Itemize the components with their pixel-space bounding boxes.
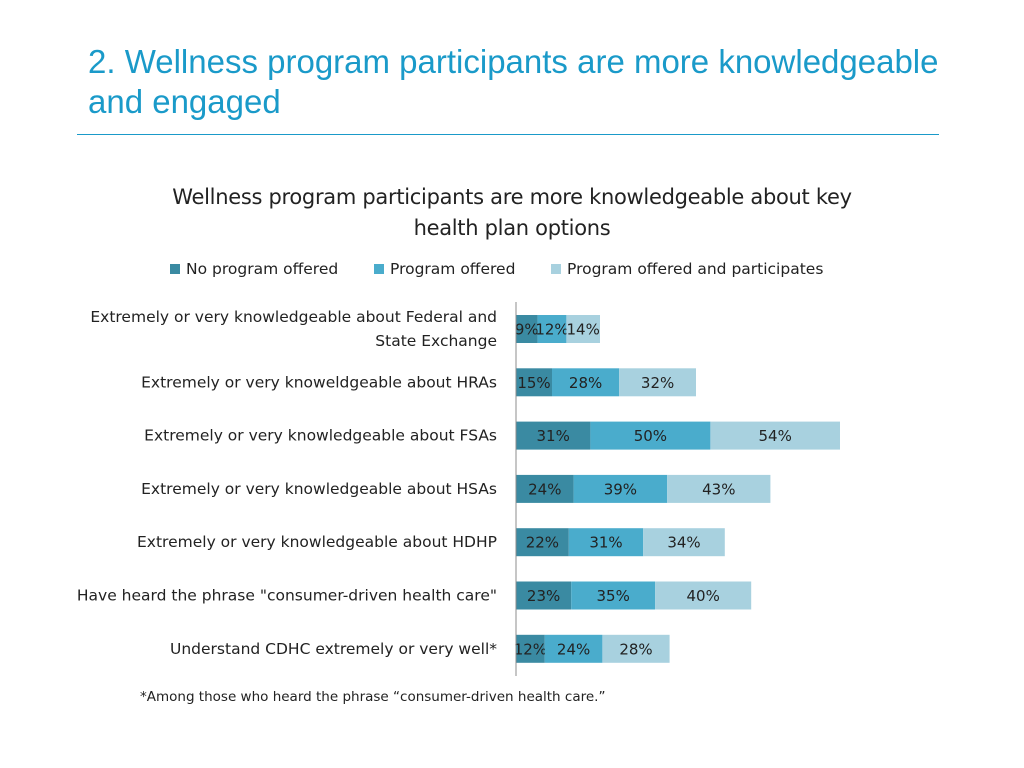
data-label: 15% [517,374,550,392]
legend-label-no-program: No program offered [186,260,339,278]
bar-segment [590,421,711,450]
category-label: Extremely or very knowledgeable about HD… [137,533,497,551]
category-label: Extremely or very knowledgeable about HS… [141,480,497,498]
data-label: 39% [604,480,637,498]
category-label: Extremely or very knowledgeable about Fe… [90,308,497,350]
bar-segment [655,581,752,610]
data-label: 22% [526,534,559,552]
legend-label-participates: Program offered and participates [567,260,824,278]
bar-segment [516,315,538,343]
bar-segment [602,634,670,663]
category-label: Have heard the phrase "consumer-driven h… [77,587,497,605]
bar-segment [573,474,668,503]
legend-label-program-offered: Program offered [390,260,516,278]
bar-segment [667,474,771,503]
bar-segment [516,528,569,557]
data-label: 31% [537,427,570,445]
bar-segment [566,315,600,343]
bar-segment [516,368,552,397]
footnote: *Among those who heard the phrase “consu… [140,689,606,705]
data-label: 50% [634,427,667,445]
data-label: 14% [567,321,600,339]
data-label: 24% [528,480,561,498]
data-label: 12% [514,640,547,658]
bar-segment [568,528,644,557]
data-label: 31% [589,534,622,552]
bar-segment [516,634,545,663]
data-label: 34% [667,534,700,552]
legend-swatch-no-program [170,264,180,274]
bar-segment [516,474,574,503]
category-label: Understand CDHC extremely or very well* [170,640,497,658]
data-label: 28% [619,640,652,658]
chart-title: Wellness program participants are more k… [172,185,852,240]
title-divider [77,134,939,135]
data-label: 40% [687,587,720,605]
data-label: 32% [641,374,674,392]
category-label: Extremely or very knowledgeable about FS… [144,427,497,445]
data-label: 24% [557,640,590,658]
category-label: Extremely or very knoweldgeable about HR… [141,373,497,391]
slide-title: 2. Wellness program participants are mor… [88,43,939,120]
legend-item-no-program: No program offered [170,260,338,278]
legend-swatch-program-offered [374,264,384,274]
data-label: 12% [535,321,568,339]
legend-item-participates: Program offered and participates [551,260,823,278]
data-label: 28% [569,374,602,392]
bar-segment [516,421,591,450]
bar-segment [552,368,620,397]
data-label: 9% [515,321,539,339]
bar-segment [619,368,696,397]
legend-item-program-offered: Program offered [374,260,515,278]
bar-segment [516,581,572,610]
data-label: 35% [597,587,630,605]
data-label: 43% [702,480,735,498]
data-label: 54% [759,427,792,445]
bar-segment [537,315,567,343]
bar-segment [643,528,725,557]
data-label: 23% [527,587,560,605]
legend-swatch-participates [551,264,561,274]
bar-segment [571,581,656,610]
bar-segment [544,634,603,663]
bar-segment [710,421,840,450]
chart-legend: No program offered Program offered Progr… [0,260,1024,280]
